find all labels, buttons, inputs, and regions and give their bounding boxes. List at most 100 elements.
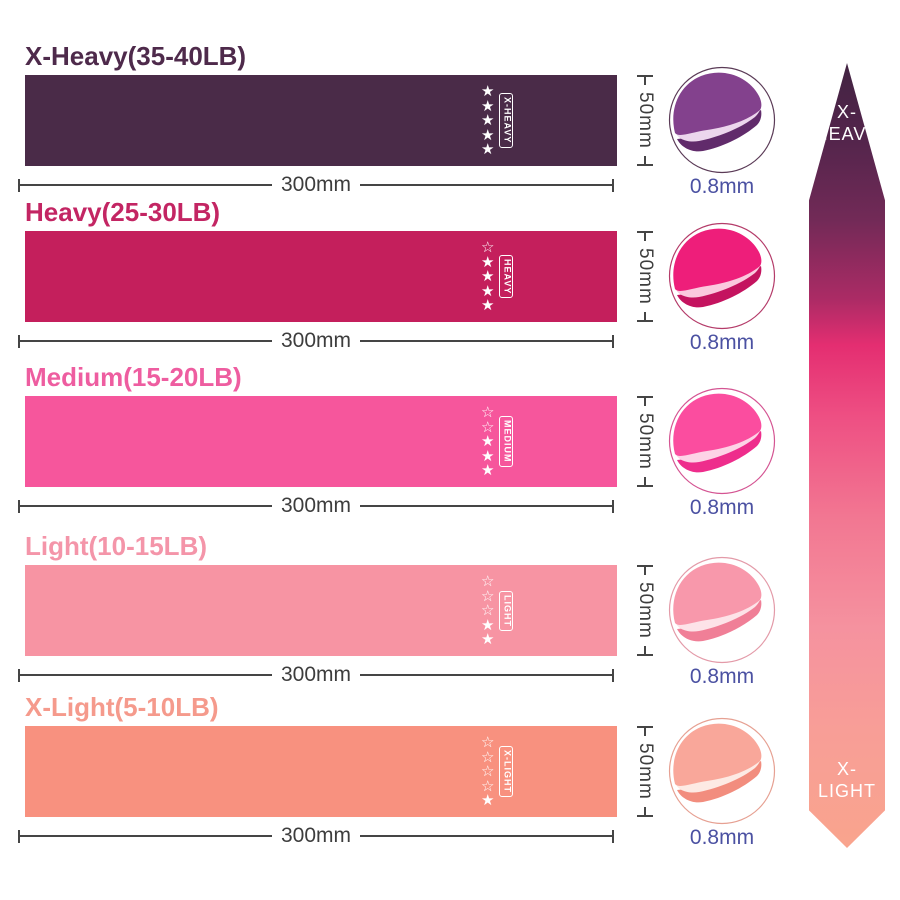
arrow-label-x-light: X- LIGHT: [809, 758, 885, 802]
arrow-label-line: HEAVY: [814, 124, 880, 144]
star-rating: ☆ ☆ ★ ★ ★: [481, 405, 494, 478]
band-rect: ☆ ☆ ☆ ★ ★ LIGHT: [25, 565, 617, 656]
width-dimension: 300mm: [18, 494, 614, 518]
folded-band-photo: [668, 387, 776, 495]
band-row-medium: Medium(15-20LB) ☆ ☆ ★ ★ ★ MEDIUM 50mm 300mm: [18, 362, 776, 519]
band-title: X-Heavy(35-40LB): [25, 41, 247, 71]
dimension-tick-icon: [18, 178, 20, 192]
dimension-tick-icon: [637, 806, 653, 817]
height-dimension: 50mm: [623, 396, 667, 487]
star-rating: ★ ★ ★ ★ ★: [481, 84, 494, 157]
band-rect: ★ ★ ★ ★ ★ X-HEAVY: [25, 75, 617, 166]
star-rating: ☆ ☆ ☆ ☆ ★: [481, 735, 494, 808]
arrow-label-line: X-: [837, 759, 857, 779]
dimension-tick-icon: [612, 668, 614, 682]
width-dimension: 300mm: [18, 663, 614, 687]
dimension-tick-icon: [637, 396, 653, 406]
band-rect: ☆ ☆ ☆ ☆ ★ X-LIGHT: [25, 726, 617, 817]
dimension-line: [20, 674, 272, 676]
height-dim-label: 50mm: [635, 413, 656, 470]
star-outline-icon: ☆: [481, 601, 495, 620]
star-filled-icon: ★: [481, 615, 495, 634]
band-rect: ☆ ☆ ★ ★ ★ MEDIUM: [25, 396, 617, 487]
dimension-tick-icon: [18, 499, 20, 513]
dimension-line: [20, 340, 272, 342]
folded-band-photo: [668, 222, 776, 330]
star-outline-icon: ☆: [481, 733, 495, 752]
thickness-photo-column: 0.8mm: [667, 555, 777, 689]
height-dimension: 50mm: [623, 231, 667, 322]
star-outline-icon: ☆: [481, 776, 495, 795]
band-tag: HEAVY: [499, 254, 514, 299]
width-dim-label: 300mm: [280, 173, 352, 196]
star-rating: ☆ ★ ★ ★ ★: [481, 240, 494, 313]
rating-group: ★ ★ ★ ★ ★ X-HEAVY: [481, 75, 514, 166]
star-filled-icon: ★: [481, 140, 495, 159]
dimension-tick-icon: [612, 334, 614, 348]
star-filled-icon: ★: [481, 296, 495, 315]
star-outline-icon: ☆: [481, 762, 495, 781]
resistance-gradient-arrow: X- HEAVY X- LIGHT: [809, 63, 885, 848]
height-dim-label: 50mm: [635, 92, 656, 149]
star-filled-icon: ★: [481, 630, 495, 649]
dimension-line: [20, 184, 272, 186]
star-filled-icon: ★: [481, 446, 495, 465]
thickness-photo-column: 0.8mm: [667, 221, 777, 355]
dimension-tick-icon: [18, 668, 20, 682]
star-outline-icon: ☆: [481, 586, 495, 605]
dimension-tick-icon: [637, 155, 653, 166]
dimension-tick-icon: [18, 334, 20, 348]
width-dim-label: 300mm: [280, 494, 352, 517]
thickness-label: 0.8mm: [689, 175, 755, 198]
band-tag: LIGHT: [499, 590, 514, 631]
arrow-label-line: X-: [837, 102, 857, 122]
dimension-tick-icon: [637, 476, 653, 487]
rating-group: ☆ ☆ ☆ ★ ★ LIGHT: [481, 565, 514, 656]
star-filled-icon: ★: [481, 461, 495, 480]
dimension-tick-icon: [612, 499, 614, 513]
height-dim-label: 50mm: [635, 743, 656, 800]
dimension-line: [360, 835, 612, 837]
star-filled-icon: ★: [481, 267, 495, 286]
arrow-label-line: LIGHT: [817, 781, 876, 801]
star-filled-icon: ★: [481, 96, 495, 115]
folded-band-photo: [668, 556, 776, 664]
arrow-label-x-heavy: X- HEAVY: [809, 101, 885, 145]
star-outline-icon: ☆: [481, 417, 495, 436]
band-title: Medium(15-20LB): [25, 362, 242, 392]
star-filled-icon: ★: [481, 252, 495, 271]
dimension-line: [360, 674, 612, 676]
dimension-line: [360, 340, 612, 342]
band-tag: MEDIUM: [499, 416, 514, 467]
width-dimension: 300mm: [18, 329, 614, 353]
dimension-line: [360, 505, 612, 507]
dimension-tick-icon: [637, 565, 653, 575]
star-outline-icon: ☆: [481, 747, 495, 766]
width-dim-label: 300mm: [280, 824, 352, 847]
band-tag: X-LIGHT: [499, 746, 514, 797]
band-title: X-Light(5-10LB): [25, 692, 219, 722]
band-title: Heavy(25-30LB): [25, 197, 221, 227]
height-dim-label: 50mm: [635, 582, 656, 639]
star-filled-icon: ★: [481, 125, 495, 144]
thickness-photo-column: 0.8mm: [667, 65, 777, 199]
dimension-tick-icon: [612, 178, 614, 192]
dimension-line: [20, 835, 272, 837]
dimension-tick-icon: [637, 726, 653, 736]
height-dimension: 50mm: [623, 75, 667, 166]
star-filled-icon: ★: [481, 432, 495, 451]
rating-group: ☆ ★ ★ ★ ★ HEAVY: [481, 231, 514, 322]
star-filled-icon: ★: [481, 82, 495, 101]
thickness-label: 0.8mm: [689, 665, 755, 688]
star-filled-icon: ★: [481, 111, 495, 130]
dimension-tick-icon: [637, 231, 653, 241]
dimension-tick-icon: [637, 75, 653, 85]
thickness-photo-column: 0.8mm: [667, 716, 777, 850]
dimension-line: [20, 505, 272, 507]
band-row-light: Light(10-15LB) ☆ ☆ ☆ ★ ★ LIGHT 50mm 300mm: [18, 531, 776, 688]
folded-band-photo: [668, 66, 776, 174]
dimension-tick-icon: [637, 311, 653, 322]
height-dim-label: 50mm: [635, 248, 656, 305]
star-filled-icon: ★: [481, 281, 495, 300]
